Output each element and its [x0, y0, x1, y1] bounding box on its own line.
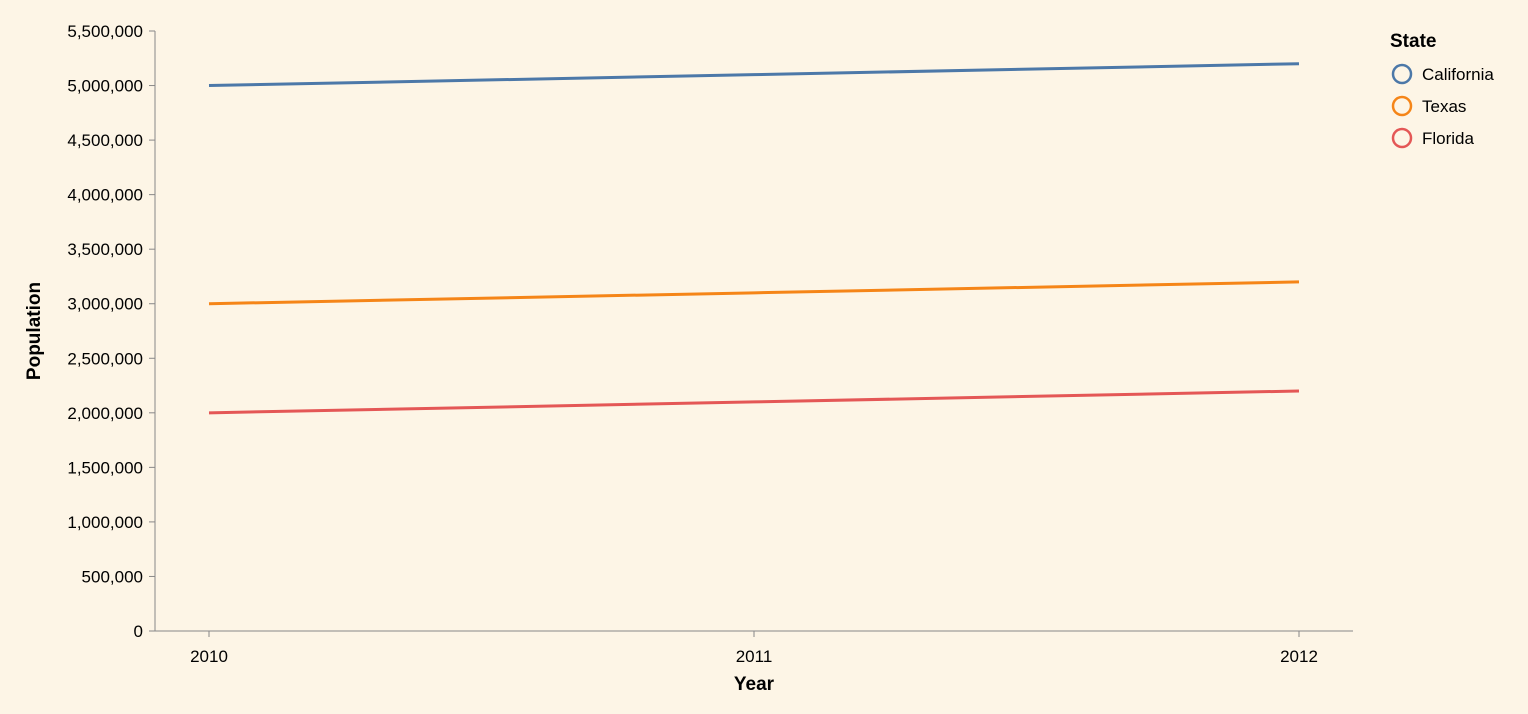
y-tick-label: 0	[134, 622, 143, 641]
x-tick-label: 2012	[1280, 647, 1318, 666]
y-tick-label: 2,000,000	[67, 404, 143, 423]
y-tick-label: 500,000	[82, 567, 143, 586]
legend-label-texas: Texas	[1422, 97, 1466, 116]
y-tick-label: 2,500,000	[67, 349, 143, 368]
y-tick-label: 4,500,000	[67, 131, 143, 150]
legend-title: State	[1390, 31, 1436, 52]
y-tick-label: 1,500,000	[67, 458, 143, 477]
y-tick-label: 5,000,000	[67, 77, 143, 96]
y-tick-label: 1,000,000	[67, 513, 143, 532]
y-axis-title: Population	[24, 282, 45, 380]
y-tick-label: 5,500,000	[67, 22, 143, 41]
legend-label-florida: Florida	[1422, 129, 1475, 148]
y-tick-label: 4,000,000	[67, 186, 143, 205]
y-tick-label: 3,000,000	[67, 295, 143, 314]
legend-label-california: California	[1422, 65, 1494, 84]
x-axis-title: Year	[734, 674, 775, 695]
x-tick-label: 2010	[190, 647, 228, 666]
y-tick-label: 3,500,000	[67, 240, 143, 259]
x-tick-label: 2011	[736, 647, 773, 666]
